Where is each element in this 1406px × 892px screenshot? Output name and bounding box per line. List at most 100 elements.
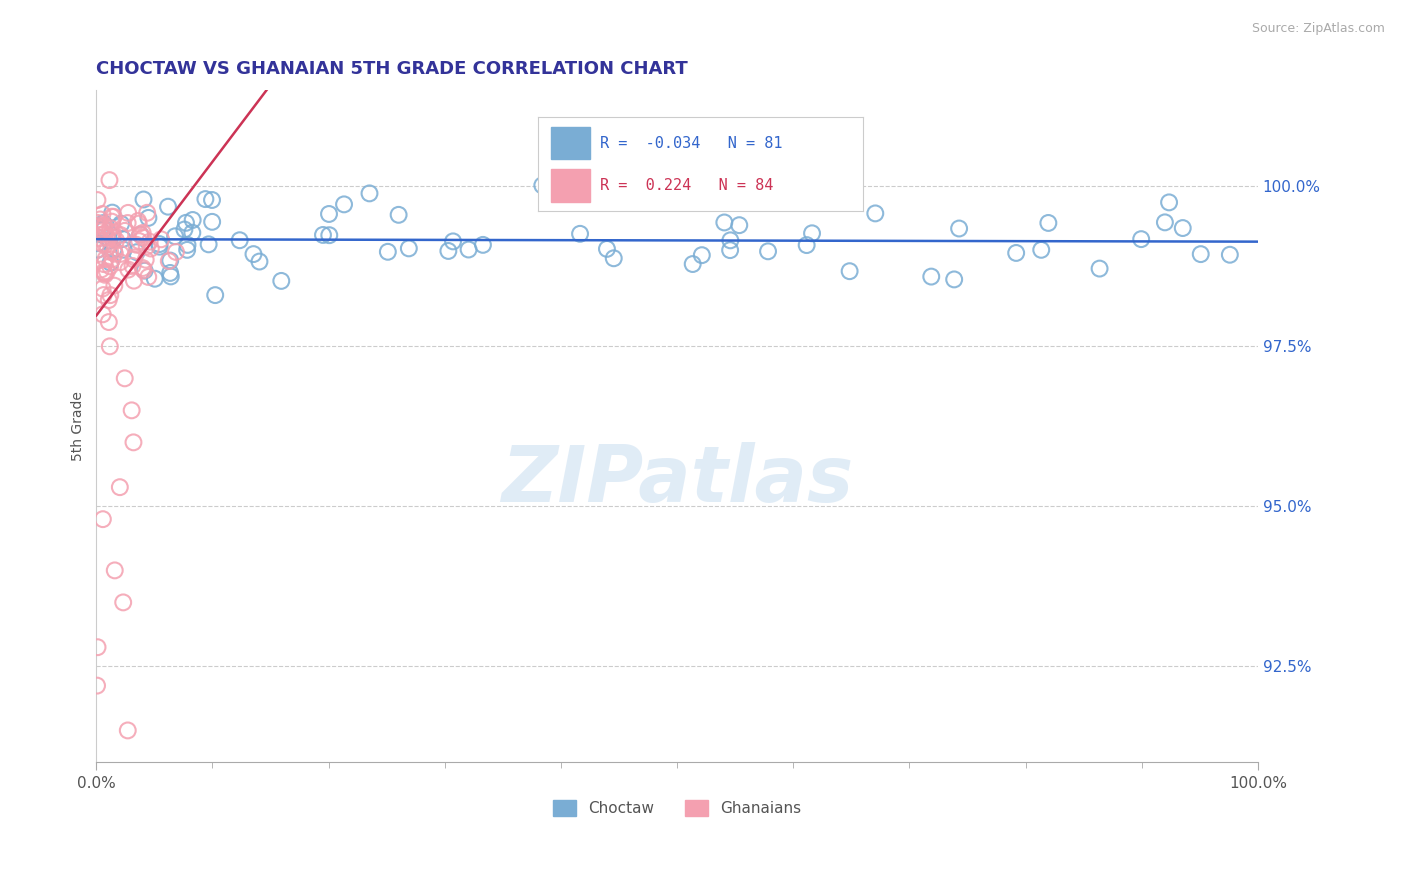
Point (138, 211, 160, 225)
Point (148, 237, 170, 252)
Point (121, 403, 143, 417)
Point (114, 371, 136, 385)
Point (181, 226, 204, 240)
Point (143, 271, 166, 285)
Point (718, 233, 741, 247)
Point (157, 254, 180, 268)
Point (93, 257, 115, 271)
Point (94, 252, 117, 266)
Point (87, 219, 110, 233)
Point (312, 227, 335, 242)
Point (94, 268, 117, 282)
Point (110, 217, 132, 231)
Point (91, 281, 114, 295)
Point (97, 293, 120, 307)
Point (111, 232, 134, 246)
Point (176, 243, 198, 257)
Point (159, 269, 181, 284)
Text: CHOCTAW VS GHANAIAN 5TH GRADE CORRELATION CHART: CHOCTAW VS GHANAIAN 5TH GRADE CORRELATIO… (97, 60, 688, 78)
Point (131, 226, 153, 240)
Point (101, 210, 124, 224)
Point (110, 255, 132, 269)
Point (756, 244, 779, 259)
Point (93, 219, 115, 234)
Point (86, 193, 108, 207)
Point (174, 216, 197, 230)
Point (114, 224, 136, 238)
Legend: Choctaw, Ghanaians: Choctaw, Ghanaians (547, 794, 807, 822)
Point (1088, 261, 1111, 276)
Point (98, 221, 121, 235)
Point (104, 246, 127, 260)
Point (122, 274, 145, 288)
Point (718, 243, 741, 257)
Point (94, 227, 117, 241)
Point (125, 237, 148, 252)
Point (86, 679, 108, 693)
Point (127, 214, 149, 228)
Point (139, 242, 162, 256)
Point (796, 238, 818, 252)
Point (89, 222, 111, 236)
Point (87, 236, 110, 251)
Point (135, 239, 157, 253)
Point (1038, 216, 1060, 230)
Point (101, 227, 124, 242)
Point (690, 248, 713, 262)
Point (101, 214, 124, 228)
Point (98, 339, 121, 353)
Point (318, 207, 340, 221)
Point (112, 595, 135, 609)
Point (125, 245, 148, 260)
Point (93, 288, 115, 302)
Point (108, 480, 131, 494)
Point (1157, 195, 1180, 210)
Point (98, 260, 121, 274)
Point (91, 237, 114, 252)
Point (1005, 246, 1028, 260)
Point (948, 221, 970, 235)
Point (603, 252, 626, 266)
Point (122, 435, 145, 450)
Point (134, 263, 156, 277)
Point (110, 247, 132, 261)
Point (181, 213, 204, 227)
Point (201, 215, 224, 229)
Point (1130, 232, 1153, 246)
Point (96, 230, 118, 244)
Point (531, 178, 554, 193)
Point (920, 269, 942, 284)
Point (96, 264, 118, 278)
Point (103, 278, 125, 293)
Y-axis label: 5th Grade: 5th Grade (72, 392, 86, 461)
Point (270, 274, 292, 288)
Point (98, 234, 121, 248)
Point (103, 244, 125, 258)
Point (1189, 247, 1212, 261)
Point (103, 243, 125, 257)
Point (136, 269, 159, 284)
Point (101, 205, 124, 219)
Point (101, 252, 124, 267)
Point (377, 244, 399, 259)
Point (441, 235, 464, 249)
Point (117, 262, 139, 277)
Point (1171, 221, 1194, 235)
Point (124, 251, 146, 265)
Point (100, 255, 122, 269)
Point (457, 243, 479, 257)
Point (93, 227, 115, 241)
Point (122, 252, 145, 267)
Point (197, 237, 219, 252)
Point (943, 272, 966, 286)
Point (86, 216, 108, 230)
Point (97, 315, 120, 329)
Point (101, 231, 124, 245)
Point (159, 266, 181, 280)
Point (132, 230, 155, 244)
Point (112, 243, 135, 257)
Point (129, 227, 152, 242)
Point (101, 226, 124, 240)
Point (136, 206, 159, 220)
Point (91, 512, 114, 526)
